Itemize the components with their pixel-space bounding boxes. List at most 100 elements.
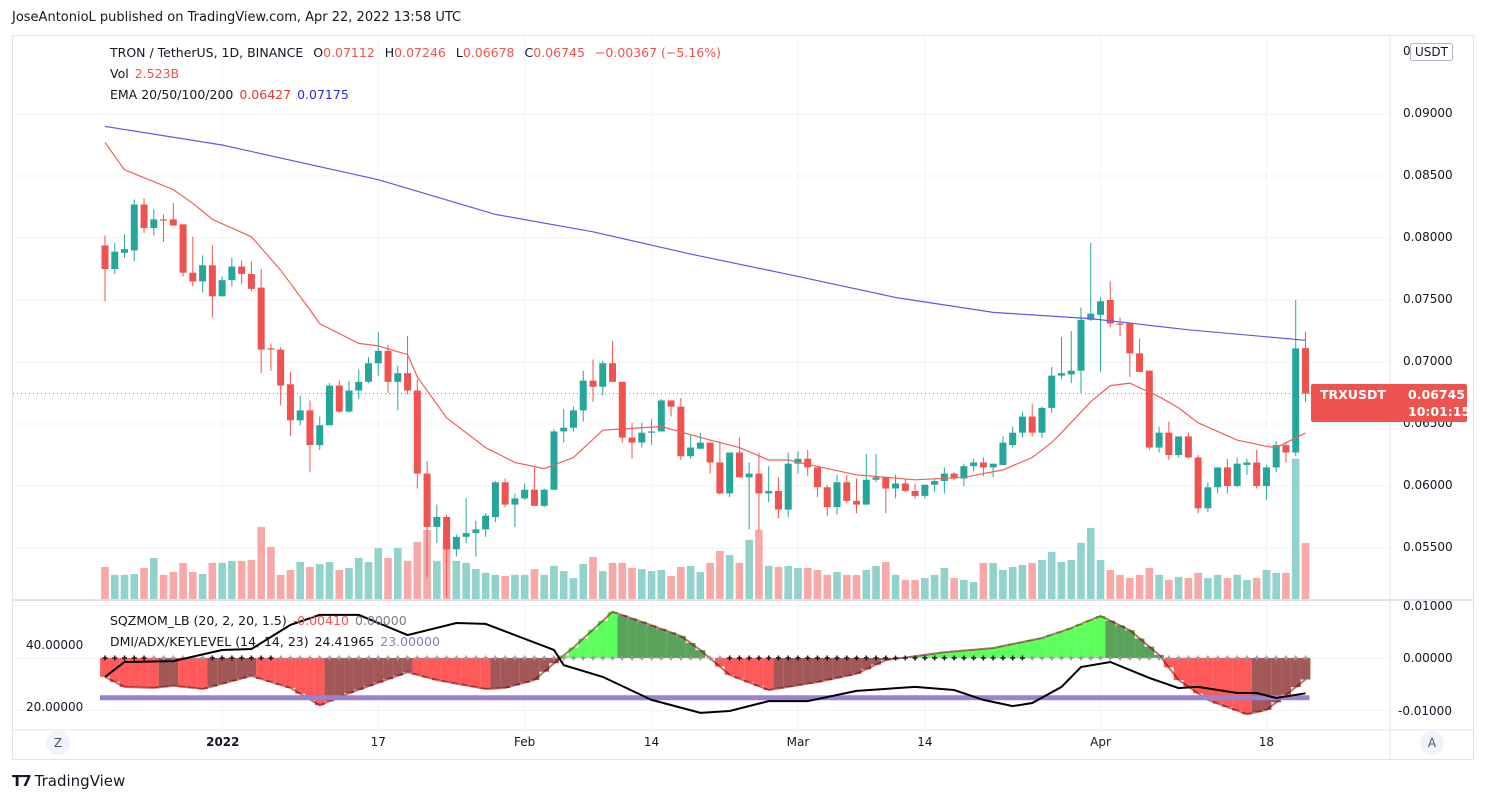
zoom-reset-button[interactable]: Z [46,731,70,755]
volume-bar [677,567,685,600]
momentum-bar [1134,638,1145,658]
candle-body [325,385,333,426]
momentum-bar [861,658,872,670]
candle-body [169,219,177,226]
footer-brand[interactable]: 𝗧𝟳 TradingView [12,772,125,790]
candle-body [706,442,714,463]
volume-bar [579,564,588,600]
sqzmom-legend[interactable]: SQZMOM_LB (20, 2, 20, 1.5) -0.00410 0.0000… [110,613,413,628]
squeeze-off-dot [512,655,518,661]
candle [843,474,851,504]
volume-bar [501,576,509,600]
candle-body [1253,462,1261,486]
volume-bar [725,555,734,600]
squeeze-on-dot [932,655,938,661]
volume-bar [110,574,119,600]
candle [1214,467,1222,494]
squeeze-off-dot [502,655,508,661]
momentum-bar [373,658,384,683]
squeeze-off-dot [1176,655,1182,661]
squeeze-off-dot [1302,655,1308,661]
candle-body [765,490,773,494]
momentum-bar [968,649,979,658]
candle-body [1165,432,1173,455]
volume-bar [784,565,792,600]
candle [999,436,1007,465]
candle-body [472,529,480,534]
candle-body [179,224,187,273]
candle [511,493,519,527]
momentum-bar [812,658,823,683]
volume-bar [150,557,158,600]
candle-body [1145,370,1153,448]
momentum-bar [139,658,149,688]
momentum-bar [275,658,286,685]
momentum-bar [529,658,540,681]
squeeze-off-dot [170,655,176,661]
momentum-bar [1124,630,1135,658]
momentum-bar [148,658,159,688]
candle [335,380,343,413]
candle-body [794,458,802,464]
volume-bar [1096,559,1105,600]
squeeze-off-dot [492,655,498,661]
volume-bar [1301,542,1310,600]
squeeze-off-dot [434,655,440,661]
volume-bar [550,565,558,600]
volume-legend[interactable]: Vol 2.523B [110,66,185,81]
squeeze-off-dot [1098,655,1104,661]
squeeze-momentum-histogram [100,611,1311,715]
volume-bar [306,567,314,600]
currency-button[interactable]: USDT [1410,43,1453,61]
squeeze-off-dot [444,655,450,661]
candle [355,369,363,400]
candle [755,452,763,531]
candle-body [1233,463,1241,486]
squeeze-on-dot [990,655,996,661]
squeeze-on-dot [122,655,128,661]
time-axis-tick: Apr [1090,735,1111,749]
candle [901,478,909,493]
squeeze-off-dot [1039,655,1045,661]
momentum-bar [344,658,354,694]
momentum-bar [978,648,989,658]
squeeze-off-dot [717,655,723,661]
momentum-bar [832,658,842,678]
auto-scale-button[interactable]: A [1420,731,1444,755]
candle [365,357,373,384]
squeeze-on-dot [219,655,225,661]
squeeze-off-dot [1254,655,1260,661]
squeeze-off-dot [1185,655,1191,661]
momentum-bar [305,658,315,700]
candle-body [218,280,226,297]
momentum-bar [666,632,676,658]
candle [1165,421,1173,460]
momentum-bar [734,658,745,679]
candle-body [1057,373,1065,376]
volume-bar [403,560,412,600]
candle [247,261,255,292]
candle [199,255,207,293]
momentum-bar [1144,646,1155,658]
momentum-bar [578,638,589,658]
candle-body [589,380,597,387]
squeeze-on-dot [229,655,235,661]
squeeze-off-dot [1058,655,1064,661]
candle [257,269,265,374]
candle-body [696,442,704,449]
candle-body [247,273,255,289]
volume-bar [608,562,617,600]
momentum-bar [178,658,188,687]
momentum-bar [129,658,140,688]
candle [696,432,704,449]
symbol-title[interactable]: TRON / TetherUS, 1D, BINANCE [110,45,304,60]
squeeze-off-dot [317,655,323,661]
volume-bar [1252,578,1261,600]
volume-bar [1155,574,1163,600]
candle-body [648,431,656,433]
dmi-legend[interactable]: DMI/ADX/KEYLEVEL (14, 14, 23) 24.41965 23.… [110,634,446,649]
candle-body [892,483,900,489]
volume-bar [589,557,597,600]
ema-legend[interactable]: EMA 20/50/100/200 0.06427 0.07175 [110,87,355,102]
